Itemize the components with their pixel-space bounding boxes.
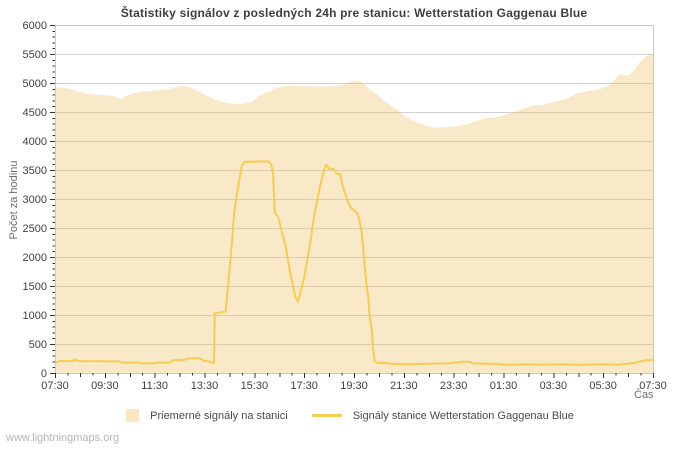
svg-text:1000: 1000 xyxy=(23,310,47,322)
legend-label-station: Signály stanice Wetterstation Gaggenau B… xyxy=(352,409,574,422)
svg-text:0: 0 xyxy=(41,368,47,380)
svg-text:01:30: 01:30 xyxy=(490,380,518,392)
svg-text:2500: 2500 xyxy=(23,223,47,235)
svg-text:09:30: 09:30 xyxy=(91,380,119,392)
area-swatch-icon xyxy=(126,409,140,422)
svg-text:2000: 2000 xyxy=(23,252,47,264)
y-axis-title: Počet za hodinu xyxy=(8,160,20,240)
x-axis-title: Čas xyxy=(634,389,654,401)
svg-text:6000: 6000 xyxy=(23,20,47,32)
svg-text:4000: 4000 xyxy=(23,136,47,148)
svg-text:07:30: 07:30 xyxy=(639,380,667,392)
legend-item-station: Signály stanice Wetterstation Gaggenau B… xyxy=(311,409,574,422)
svg-text:23:30: 23:30 xyxy=(440,380,468,392)
area-series xyxy=(55,54,653,373)
legend: Priemerné signály na stanici Signály sta… xyxy=(0,409,700,422)
svg-text:11:30: 11:30 xyxy=(141,380,168,392)
line-swatch-icon xyxy=(311,414,342,417)
axis-ticks xyxy=(50,25,654,378)
svg-text:500: 500 xyxy=(29,339,47,351)
svg-text:4500: 4500 xyxy=(23,107,47,119)
watermark: www.lightningmaps.org xyxy=(6,432,120,444)
svg-text:15:30: 15:30 xyxy=(241,380,269,392)
gridlines xyxy=(55,54,653,345)
svg-text:07:30: 07:30 xyxy=(41,380,69,392)
svg-text:5500: 5500 xyxy=(23,49,47,61)
chart-title: Štatistiky signálov z posledných 24h pre… xyxy=(120,6,588,20)
svg-text:3000: 3000 xyxy=(23,194,47,206)
legend-label-average: Priemerné signály na stanici xyxy=(150,409,288,422)
svg-text:13:30: 13:30 xyxy=(191,380,219,392)
svg-text:19:30: 19:30 xyxy=(340,380,368,392)
svg-text:5000: 5000 xyxy=(23,78,47,90)
line-series xyxy=(54,160,654,366)
tick-labels: 0 500 1000 1500 2000 2500 3000 3500 4000 4500 5000… xyxy=(23,20,667,392)
svg-text:05:30: 05:30 xyxy=(589,380,617,392)
svg-text:3500: 3500 xyxy=(23,165,47,177)
svg-text:21:30: 21:30 xyxy=(390,380,418,392)
svg-text:17:30: 17:30 xyxy=(290,380,318,392)
legend-item-average: Priemerné signály na stanici xyxy=(126,409,288,422)
svg-text:1500: 1500 xyxy=(23,281,47,293)
svg-text:03:30: 03:30 xyxy=(540,380,568,392)
